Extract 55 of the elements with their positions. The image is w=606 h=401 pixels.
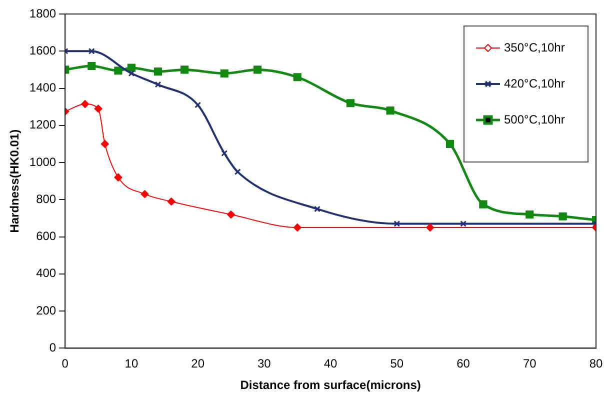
- legend-label: 350°C,10hr: [504, 40, 565, 54]
- point: [114, 173, 122, 182]
- point: [460, 220, 466, 228]
- y-tick-label: 1400: [29, 80, 56, 95]
- point: [154, 68, 162, 76]
- legend-label: 420°C,10hr: [504, 76, 565, 90]
- point: [386, 106, 394, 115]
- point: [254, 66, 262, 74]
- point: [114, 66, 122, 75]
- y-tick-label: 800: [36, 192, 56, 206]
- point: [88, 62, 96, 70]
- point: [526, 210, 534, 219]
- point: [88, 48, 95, 54]
- point: [227, 210, 236, 219]
- point: [346, 99, 354, 108]
- point: [426, 224, 434, 232]
- x-tick-label: 30: [258, 356, 272, 371]
- x-tick-label: 60: [456, 356, 470, 371]
- point: [558, 212, 567, 220]
- point: [167, 198, 176, 206]
- point: [220, 69, 228, 78]
- x-tick-label: 20: [191, 356, 205, 371]
- point: [293, 73, 302, 82]
- point: [180, 66, 189, 74]
- x-tick-label: 80: [589, 356, 603, 371]
- point: [154, 81, 162, 88]
- x-tick-label: 50: [390, 356, 404, 371]
- x-tick-label: 10: [124, 356, 138, 371]
- y-tick-label: 0: [49, 340, 56, 355]
- legend-label: 500°C,10hr: [504, 112, 565, 126]
- point: [128, 70, 135, 77]
- x-tick-label: 0: [62, 356, 69, 371]
- y-tick-label: 1800: [29, 6, 56, 20]
- y-tick-label: 1000: [29, 154, 56, 169]
- y-tick-label: 600: [36, 229, 56, 244]
- point: [479, 200, 488, 208]
- point: [234, 168, 241, 176]
- y-axis-title: Hardness(HK0.01): [8, 129, 22, 233]
- point: [81, 100, 90, 108]
- y-tick-label: 200: [36, 303, 56, 318]
- point: [100, 140, 109, 148]
- y-tick-label: 1600: [29, 43, 56, 58]
- y-tick-label: 1200: [29, 118, 56, 132]
- point: [94, 104, 102, 113]
- x-axis-title: Distance from surface(microns): [240, 378, 421, 392]
- y-tick-label: 400: [36, 266, 56, 280]
- point: [394, 220, 400, 228]
- point: [293, 224, 302, 232]
- point: [140, 190, 149, 198]
- point: [221, 150, 228, 156]
- point: [314, 206, 320, 212]
- point: [194, 102, 202, 108]
- x-tick-label: 40: [324, 356, 338, 371]
- x-tick-label: 70: [522, 356, 537, 371]
- point: [446, 140, 454, 148]
